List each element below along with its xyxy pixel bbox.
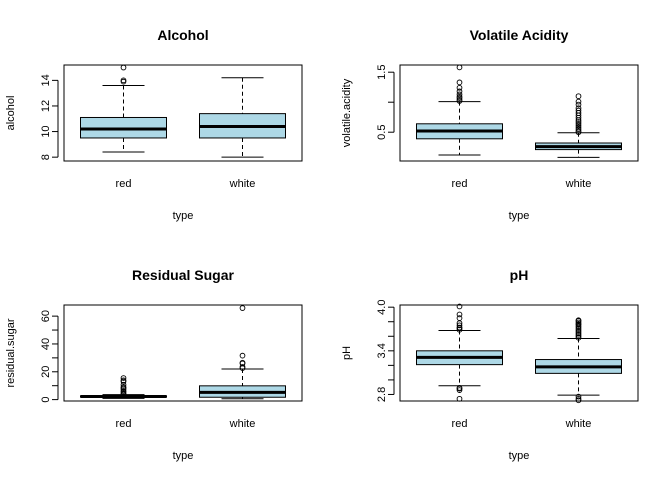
outlier-point <box>120 381 127 388</box>
outlier-point <box>456 84 463 91</box>
panel-volatile-acidity: Volatile Acidity type volatile.acidity 0… <box>341 27 639 222</box>
outlier-point <box>120 64 127 71</box>
y-tick-label: 20 <box>40 366 52 378</box>
y-axis-label: alcohol <box>5 96 17 131</box>
x-axis-label: type <box>509 210 530 222</box>
outlier-point <box>575 119 582 125</box>
outlier-point <box>456 96 463 103</box>
outlier-point <box>456 315 463 321</box>
box-white: white <box>535 317 622 430</box>
x-tick-label: red <box>116 418 132 430</box>
outlier-point <box>456 322 463 329</box>
outlier-point <box>456 385 463 391</box>
y-axis-label: residual.sugar <box>5 318 17 387</box>
plot-frame <box>399 304 639 402</box>
x-tick-label: red <box>452 418 468 430</box>
outlier-point <box>575 128 582 134</box>
x-tick-label: red <box>116 178 132 190</box>
y-tick-label: 14 <box>40 74 52 86</box>
outlier-point <box>120 375 127 381</box>
outlier-point <box>120 377 127 384</box>
y-tick-label: 40 <box>40 338 52 350</box>
plot-frame <box>63 64 303 162</box>
y-tick-label: 3.4 <box>376 343 388 358</box>
outlier-point <box>575 395 582 402</box>
y-tick-label: 60 <box>40 310 52 322</box>
outlier-point <box>575 393 582 400</box>
outlier-point <box>575 122 582 129</box>
box-white: white <box>535 93 622 190</box>
panel-plot-area: 8 10 12 14 red white <box>40 64 303 190</box>
y-tick-label: 10 <box>40 125 52 137</box>
panel-title: Alcohol <box>157 27 208 43</box>
outlier-point <box>456 79 463 86</box>
y-tick-label: 8 <box>40 154 52 160</box>
outlier-point <box>575 317 582 324</box>
outlier-point <box>456 395 463 402</box>
x-tick-label: white <box>229 178 256 190</box>
x-axis-label: type <box>509 450 530 462</box>
box-white: white <box>199 77 286 190</box>
box-red: red <box>80 375 167 430</box>
y-axis-label: pH <box>341 346 353 360</box>
outlier-point <box>239 352 246 359</box>
box-red: red <box>416 303 503 430</box>
y-axis-label: volatile.acidity <box>341 78 353 147</box>
outlier-point <box>575 101 582 108</box>
outlier-point <box>575 98 582 105</box>
y-tick-label: 12 <box>40 100 52 112</box>
plot-frame <box>63 304 303 402</box>
outlier-point <box>575 120 582 127</box>
outlier-point <box>456 91 463 98</box>
panel-plot-area: 2.8 3.4 4.0 red white <box>376 300 639 430</box>
outlier-point <box>575 107 582 114</box>
y-tick-label: 4.0 <box>376 300 388 315</box>
x-axis-label: type <box>173 450 194 462</box>
outlier-point <box>575 124 582 131</box>
y-tick-label: 0.5 <box>376 125 388 140</box>
panel-plot-area: 0.5 1.5 red white <box>376 64 639 190</box>
outlier-point <box>456 64 463 71</box>
x-tick-label: white <box>229 418 256 430</box>
outlier-point <box>239 364 246 370</box>
outlier-point <box>456 88 463 95</box>
outlier-point <box>456 93 463 100</box>
panel-title: pH <box>510 267 529 283</box>
box-red: red <box>80 64 167 190</box>
panel-title: Residual Sugar <box>132 267 234 283</box>
y-tick-label: 2.8 <box>376 387 388 402</box>
x-tick-label: white <box>565 178 592 190</box>
outlier-point <box>120 384 127 390</box>
panel-ph: pH type pH 2.8 3.4 4.0 red white <box>341 267 639 462</box>
outlier-point <box>575 126 582 133</box>
panel-plot-area: 0 20 40 60 red white <box>40 304 303 430</box>
x-axis-label: type <box>173 210 194 222</box>
box-white: white <box>199 305 286 430</box>
y-tick-label: 0 <box>40 397 52 403</box>
outlier-point <box>456 311 463 318</box>
panel-alcohol: Alcohol type alcohol 8 10 12 14 red white <box>5 27 303 222</box>
panel-residual-sugar: Residual Sugar type residual.sugar 0 20 40… <box>5 267 303 462</box>
x-tick-label: white <box>565 418 592 430</box>
outlier-point <box>575 105 582 112</box>
panel-title: Volatile Acidity <box>470 27 569 43</box>
outlier-point <box>120 77 127 84</box>
x-tick-label: red <box>452 178 468 190</box>
outlier-point <box>575 93 582 100</box>
outlier-point <box>239 359 246 366</box>
outlier-point <box>239 305 246 311</box>
y-tick-label: 1.5 <box>376 65 388 80</box>
plot-frame <box>399 64 639 162</box>
box-red: red <box>416 64 503 190</box>
outlier-point <box>456 303 463 310</box>
outlier-point <box>120 387 127 394</box>
